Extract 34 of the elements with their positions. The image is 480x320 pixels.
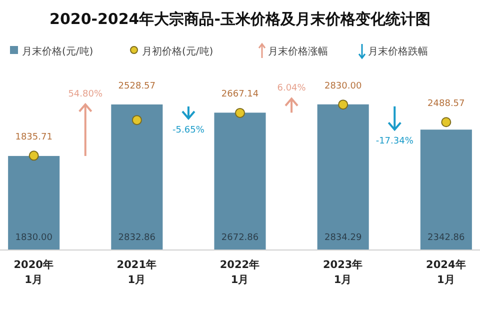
point — [28, 150, 39, 161]
point — [338, 100, 348, 110]
x-tick-label: 2020年 1月 — [14, 258, 54, 286]
data-label: 2832.86 — [118, 233, 156, 243]
data-label: 2488.57 — [428, 99, 465, 110]
x-tick-label: 2023年 1月 — [322, 258, 364, 286]
text: 月末价格涨幅 — [268, 46, 328, 58]
annotation: -17.34% — [376, 136, 414, 147]
point — [235, 108, 245, 118]
data-label: 2834.29 — [324, 233, 362, 243]
legend-label: 月末价格(元/吨) — [22, 46, 94, 58]
data-label: 2672.86 — [221, 233, 259, 243]
chart-title: 2020-2024年大宗商品-玉米价格及月末价格变化统计图 — [50, 10, 430, 28]
data-label: 2528.57 — [118, 81, 156, 92]
text: 月末价格跌幅 — [368, 46, 428, 58]
bar — [214, 112, 266, 250]
data-label: 2830.00 — [324, 81, 362, 92]
bar — [317, 104, 369, 250]
data-label: 2342.86 — [428, 233, 466, 243]
text: 54.80% — [68, 89, 103, 100]
x-tick-label: 2022年 1月 — [220, 258, 260, 286]
point — [441, 117, 452, 128]
text: 6.04% — [277, 84, 306, 94]
legend-label: 月初价格(元/吨) — [142, 46, 214, 58]
x-tick-label: 2021年 1月 — [116, 258, 158, 286]
bar — [8, 156, 60, 250]
x-tick-label: 2024年 1月 — [426, 258, 466, 286]
bar — [420, 130, 472, 250]
point — [132, 115, 142, 126]
data-label: 2667.14 — [221, 90, 259, 100]
data-label: 1830.00 — [15, 233, 53, 243]
data-label: 1835.71 — [15, 132, 52, 143]
annotation: -5.65% — [172, 125, 205, 136]
bar — [111, 104, 163, 250]
